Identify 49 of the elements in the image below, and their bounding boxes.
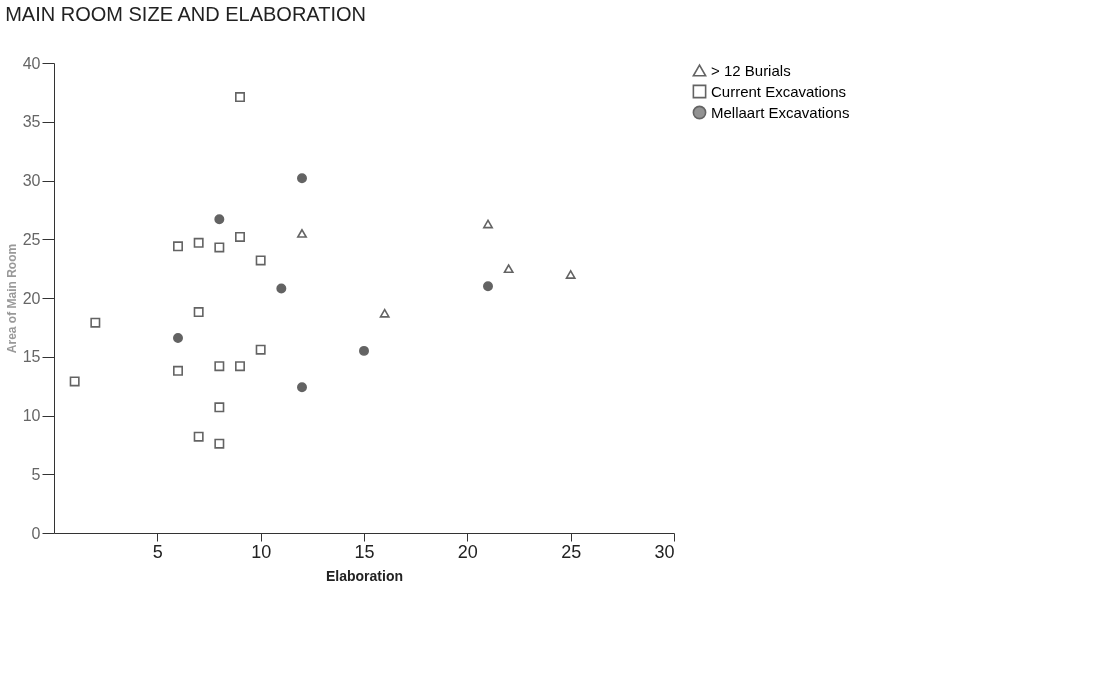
y-tick-label: 30 <box>22 172 41 189</box>
point <box>193 307 204 318</box>
x-axis-title: Elaboration <box>325 567 404 584</box>
point <box>214 402 225 413</box>
point <box>255 344 266 355</box>
point <box>379 308 390 318</box>
legend-label: Mellaart Excavations <box>711 103 850 121</box>
point <box>193 431 204 442</box>
x-tick-label: 15 <box>354 541 375 562</box>
point <box>503 264 514 274</box>
x-tick-label: 20 <box>457 541 478 562</box>
y-tick-label: 35 <box>22 113 41 131</box>
y-tick-label: 25 <box>22 230 41 248</box>
point <box>235 231 245 242</box>
y-tick-label: 20 <box>22 289 41 307</box>
point <box>173 332 183 343</box>
y-axis-title: Area of Main Room <box>4 243 19 354</box>
y-tick-label: 40 <box>22 54 41 72</box>
legend-label: Current Excavations <box>711 82 847 100</box>
point <box>173 241 183 252</box>
point <box>69 376 80 387</box>
x-tick-label: 30 <box>654 541 675 562</box>
point <box>565 270 576 279</box>
x-tick-label: 5 <box>152 541 163 562</box>
point <box>173 365 183 376</box>
point <box>193 237 204 248</box>
y-tick-label: 15 <box>22 348 41 366</box>
y-tick-label: 10 <box>22 407 41 424</box>
point <box>235 92 245 103</box>
point <box>255 255 266 266</box>
legend-label: > 12 Burials <box>711 61 791 79</box>
point <box>214 361 225 372</box>
point <box>359 345 369 356</box>
point <box>297 228 307 238</box>
point <box>214 242 225 253</box>
x-tick-label: 10 <box>251 541 272 562</box>
point <box>297 382 307 393</box>
chart-title: MAIN ROOM SIZE AND ELABORATION <box>5 3 366 25</box>
point <box>276 283 287 294</box>
point <box>483 281 493 292</box>
point <box>297 173 307 184</box>
x-tick-label: 25 <box>561 541 582 562</box>
point <box>214 214 225 225</box>
point <box>90 317 101 328</box>
point <box>214 438 225 449</box>
point <box>235 361 245 372</box>
point <box>483 219 493 229</box>
y-tick-label: 0 <box>31 524 41 542</box>
y-tick-label: 5 <box>31 465 41 483</box>
